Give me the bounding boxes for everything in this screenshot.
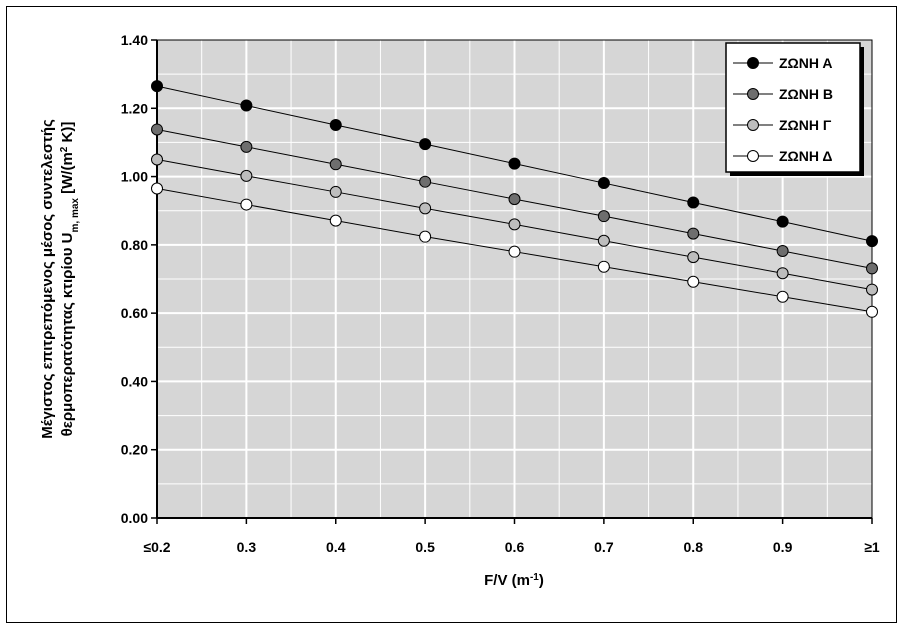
x-tick-label: 0.7 [594,539,614,555]
x-tick-label: ≥1 [864,539,880,555]
y-tick-label: 0.20 [121,442,148,458]
y-tick-label: 0.00 [121,510,148,526]
data-point [329,158,342,171]
y-axis-title-line2: θερμοπερατότητας κτιρίου Um, max [W/(m2 … [59,122,81,437]
data-point [151,153,163,166]
data-point [419,175,432,188]
data-point [866,283,878,296]
data-point [866,262,878,275]
legend: ΖΩΝΗ Α ΖΩΝΗ Β ΖΩΝΗ Γ ΖΩΝΗ Δ [725,42,864,176]
data-point [240,198,253,211]
data-point [508,157,521,170]
data-point [508,193,521,206]
data-point [508,245,521,258]
axes [151,39,873,524]
data-point [597,210,610,223]
x-tick-label: 0.4 [326,539,346,555]
data-point [687,251,700,264]
legend-marker [747,57,759,69]
data-point [329,214,342,227]
y-axis-title-line1: Μέγιστος επιτρεπόμενος μέσος συντελεστής [39,119,56,439]
x-tick-label: 0.9 [773,539,793,555]
legend-label: ΖΩΝΗ Γ [779,117,832,133]
data-point [597,177,610,190]
legend-label: ΖΩΝΗ Α [779,55,832,71]
data-point [151,182,163,195]
legend-label: ΖΩΝΗ Β [779,86,833,102]
x-tick-label: 0.3 [237,539,257,555]
data-point [419,230,432,243]
data-point [419,138,432,151]
x-axis-title: F/V (m-1) [484,572,544,590]
x-tick-label: 0.6 [505,539,525,555]
x-tick-label: ≤0.2 [143,539,170,555]
y-tick-label: 0.40 [121,373,148,389]
data-point [687,196,700,209]
data-point [776,215,789,228]
x-tick-label: 0.8 [684,539,704,555]
data-point [240,169,253,182]
data-point [597,234,610,247]
data-point [240,99,253,112]
y-tick-label: 0.80 [121,237,148,253]
x-tick-label: 0.5 [415,539,435,555]
data-point [687,227,700,240]
data-point [508,218,521,231]
legend-marker [747,150,759,162]
data-point [687,275,700,288]
legend-marker [747,88,759,100]
data-point [776,290,789,303]
legend-marker [747,119,759,131]
data-point [329,119,342,132]
data-point [776,267,789,280]
y-tick-label: 1.20 [121,100,148,116]
data-point [597,260,610,273]
data-point [240,140,253,153]
y-tick-label: 1.00 [121,169,148,185]
data-point [151,80,163,93]
legend-label: ΖΩΝΗ Δ [779,148,832,164]
data-point [776,245,789,258]
data-point [866,235,878,248]
x-tick-labels: ≤0.2 0.3 0.4 0.5 0.6 0.7 0.8 0.9 ≥1 [143,539,880,555]
data-point [419,202,432,215]
y-tick-label: 1.40 [121,32,148,48]
series-points [151,80,878,318]
data-point [329,185,342,198]
y-tick-label: 0.60 [121,305,148,321]
data-point [866,305,878,318]
data-point [151,123,163,136]
y-tick-labels: 0.00 0.20 0.40 0.60 0.80 1.00 1.20 1.40 [121,32,148,526]
